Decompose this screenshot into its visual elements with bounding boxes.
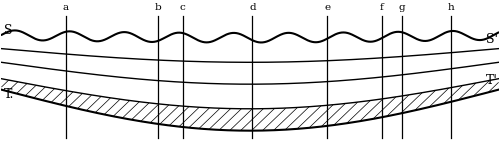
Text: T': T' (486, 74, 498, 87)
Text: d: d (249, 3, 256, 12)
Text: S': S' (486, 33, 498, 46)
Text: T.: T. (4, 89, 14, 102)
Text: a: a (63, 3, 69, 12)
Text: h: h (448, 3, 455, 12)
Text: b: b (154, 3, 162, 12)
Text: e: e (324, 3, 330, 12)
Text: c: c (180, 3, 186, 12)
Text: f: f (380, 3, 384, 12)
Text: S: S (4, 24, 12, 37)
Text: g: g (398, 3, 405, 12)
